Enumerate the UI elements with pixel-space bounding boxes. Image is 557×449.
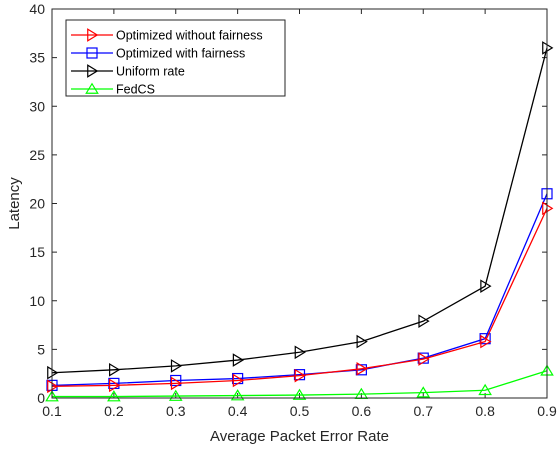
- x-tick-label: 0.4: [228, 403, 248, 419]
- axis-ticks: 0.1 0.2 0.3 0.4 0.5 0.6 0.7 0.8 0.9 0 5 10 15 20 25 30 3…: [29, 1, 557, 419]
- legend-label: Optimized with fairness: [116, 47, 245, 61]
- legend-entry: Optimized without fairness: [71, 28, 263, 43]
- data-point: [232, 373, 245, 388]
- y-tick-label: 35: [29, 50, 45, 66]
- legend-marker: [87, 28, 99, 42]
- x-tick-label: 0.7: [414, 403, 434, 419]
- legend-marker: [87, 64, 99, 78]
- data-point: [356, 362, 368, 376]
- data-point: [418, 352, 430, 366]
- y-tick-label: 40: [29, 1, 45, 17]
- legend-label: Uniform rate: [116, 65, 185, 79]
- x-tick-label: 0.1: [42, 403, 62, 419]
- x-tick-label: 0.3: [166, 403, 186, 419]
- y-tick-label: 30: [29, 98, 45, 114]
- x-tick-label: 0.5: [290, 403, 310, 419]
- series-1: [47, 201, 554, 394]
- legend-entry: Optimized with fairness: [71, 47, 245, 61]
- data-point: [416, 386, 431, 398]
- x-tick-label: 0.8: [475, 403, 495, 419]
- data-point: [170, 376, 183, 391]
- y-tick-label: 25: [29, 147, 45, 163]
- data-point: [356, 334, 368, 349]
- y-tick-label: 20: [29, 196, 45, 212]
- y-tick-label: 5: [37, 341, 45, 357]
- y-tick-label: 0: [37, 390, 45, 406]
- legend-marker: [86, 47, 98, 59]
- legend-marker: [85, 82, 99, 94]
- data-point: [107, 390, 121, 402]
- series-layer: [45, 41, 554, 402]
- data-point: [170, 359, 183, 373]
- legend-entry: FedCS: [71, 83, 155, 97]
- legend: Optimized without fairness Optimized with…: [65, 19, 286, 97]
- data-point: [294, 368, 306, 383]
- data-point: [232, 353, 245, 367]
- y-axis-label: Latency: [6, 177, 23, 230]
- data-point: [294, 345, 306, 360]
- legend-entry: Uniform rate: [71, 64, 185, 79]
- x-tick-label: 0.9: [537, 403, 557, 419]
- data-point: [45, 390, 59, 402]
- data-point: [168, 389, 183, 401]
- data-point: [480, 334, 492, 349]
- series-line: [51, 193, 548, 387]
- data-point: [418, 314, 430, 328]
- data-point: [478, 383, 492, 396]
- data-point: [480, 279, 492, 293]
- data-point: [170, 374, 182, 387]
- series-line: [52, 370, 548, 398]
- series-line: [51, 47, 548, 374]
- y-tick-label: 15: [29, 244, 45, 260]
- series-line: [51, 208, 548, 387]
- legend-label: Optimized without fairness: [116, 29, 263, 43]
- legend-box: [65, 19, 286, 97]
- data-point: [230, 389, 245, 401]
- plot-frame: [51, 8, 548, 399]
- data-point: [292, 388, 307, 400]
- data-point: [109, 362, 121, 377]
- legend-label: FedCS: [116, 83, 155, 97]
- x-tick-label: 0.2: [104, 403, 124, 419]
- x-tick-label: 0.6: [352, 403, 372, 419]
- data-point: [479, 333, 491, 345]
- y-tick-label: 10: [29, 293, 45, 309]
- x-axis-label: Average Packet Error Rate: [210, 428, 389, 445]
- data-point: [109, 378, 121, 393]
